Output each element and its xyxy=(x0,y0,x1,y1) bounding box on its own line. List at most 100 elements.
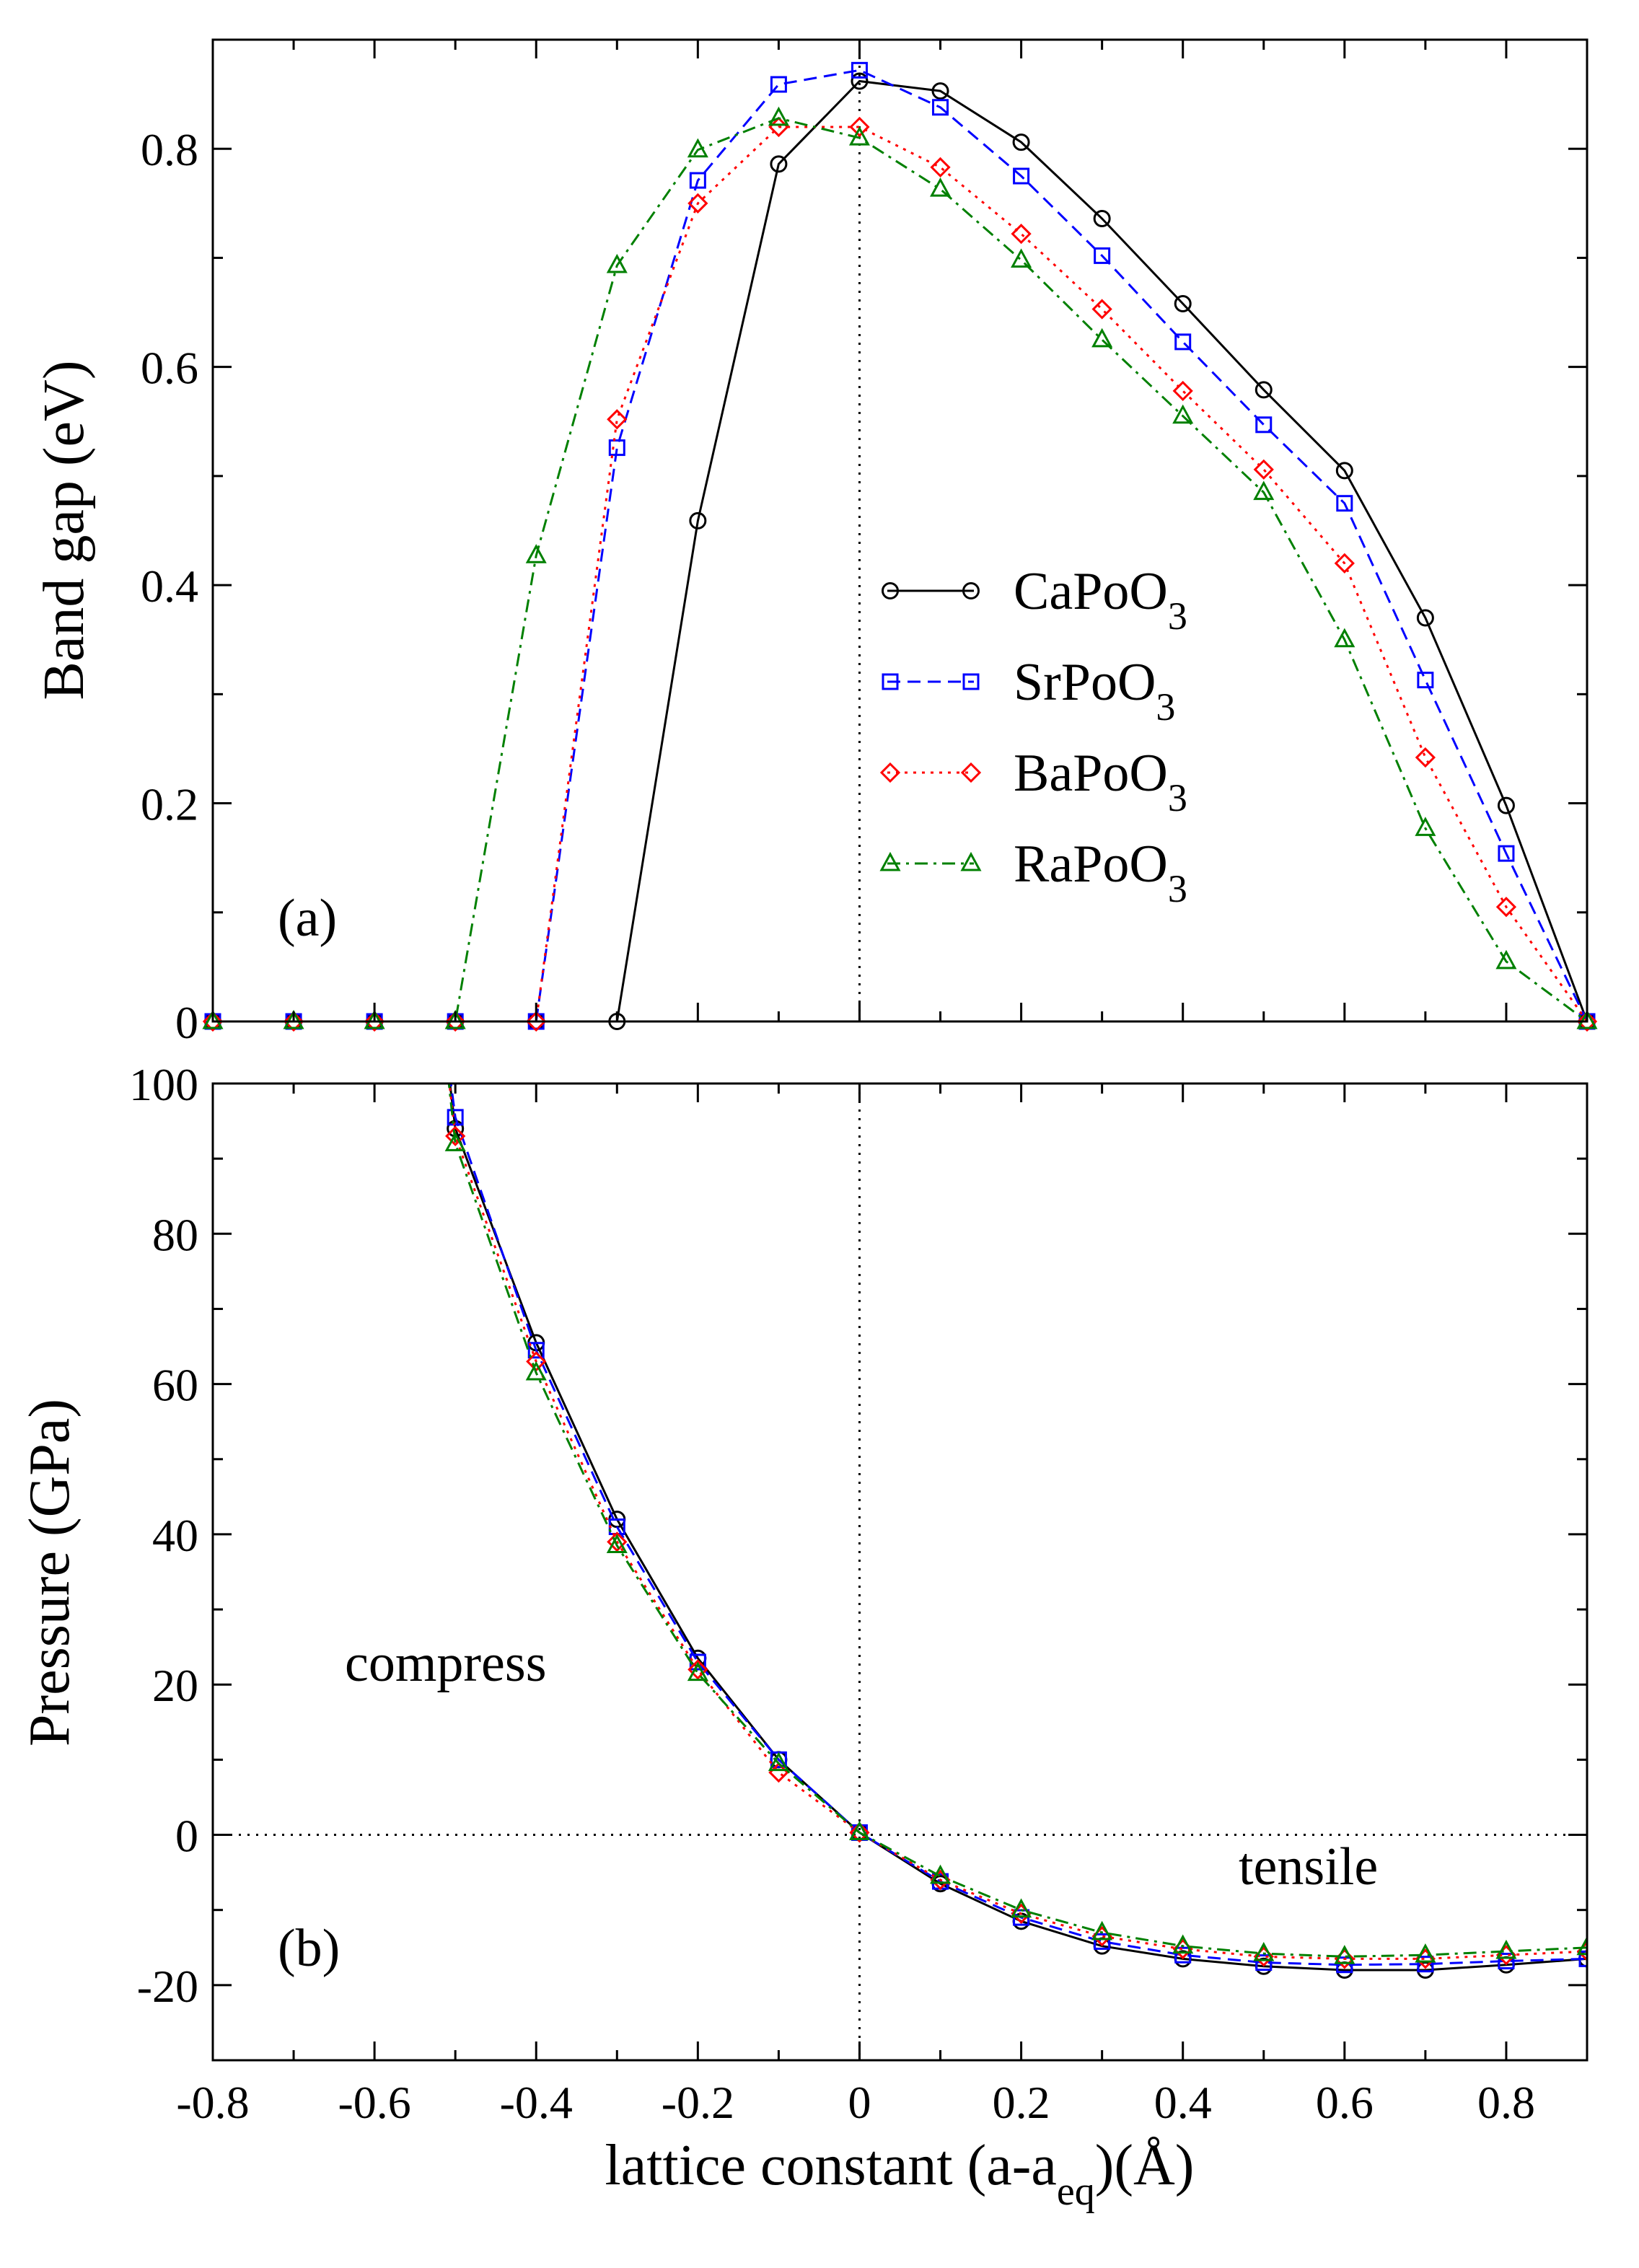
y-tick-label: 0.4 xyxy=(141,561,198,612)
y-tick-label: 0.8 xyxy=(141,124,198,175)
data-point xyxy=(1172,380,1193,402)
data-point xyxy=(687,138,708,158)
data-point xyxy=(608,439,625,457)
data-point xyxy=(526,1011,547,1032)
data-point xyxy=(1415,1943,1436,1963)
data-point xyxy=(1091,1920,1113,1940)
y-tick-label: 40 xyxy=(152,1510,198,1561)
data-point xyxy=(1334,1945,1355,1964)
data-point xyxy=(607,409,628,430)
data-point xyxy=(1091,299,1112,320)
series-srpoo3 xyxy=(447,1084,1587,1974)
x-tick-label: -0.6 xyxy=(338,2077,410,2128)
data-point xyxy=(525,1361,547,1381)
data-point xyxy=(1011,248,1032,268)
data-point xyxy=(606,253,628,273)
data-point xyxy=(1011,1898,1032,1918)
data-point xyxy=(770,155,788,173)
x-axis-label-tail: )(Å) xyxy=(1095,2134,1195,2197)
data-point xyxy=(1253,459,1274,480)
data-point xyxy=(1495,949,1517,970)
data-point xyxy=(202,1009,224,1029)
data-point xyxy=(1576,1935,1587,1956)
legend-item-bapoo3: BaPoO3 xyxy=(879,744,1187,819)
x-tick-label: -0.4 xyxy=(500,2077,573,2128)
data-point xyxy=(444,1132,466,1151)
data-point xyxy=(1416,609,1434,627)
data-point xyxy=(1415,817,1436,836)
legend-marker xyxy=(960,762,982,783)
y-tick-label: 80 xyxy=(152,1209,198,1260)
x-tick-label: -0.8 xyxy=(176,2077,249,2128)
data-point xyxy=(1417,1956,1434,1973)
legend-marker xyxy=(962,673,980,690)
data-point xyxy=(1336,1956,1353,1974)
data-point xyxy=(1172,404,1194,424)
data-point xyxy=(848,126,870,146)
data-point xyxy=(1012,133,1030,151)
y-tick-label: 60 xyxy=(152,1360,198,1411)
x-tick-label: 0.2 xyxy=(993,2077,1050,2128)
data-point xyxy=(1578,1950,1587,1967)
series-line xyxy=(213,126,1589,1023)
data-point xyxy=(1417,672,1434,689)
pressure-plot-frame xyxy=(211,1082,1589,2062)
data-point xyxy=(1495,1939,1517,1959)
data-point xyxy=(1255,1954,1273,1972)
data-point xyxy=(1254,381,1273,399)
pressure-y-axis-label: Pressure (GPa) xyxy=(18,1399,82,1746)
data-point xyxy=(1091,328,1113,348)
data-point xyxy=(687,1661,708,1682)
legend-item-rapoo3: RaPoO3 xyxy=(879,835,1187,910)
data-point xyxy=(1576,1009,1598,1029)
x-axis-label-main: lattice constant (a-a xyxy=(605,2134,1057,2197)
data-point xyxy=(1094,1933,1111,1950)
data-point xyxy=(1498,845,1515,862)
data-point xyxy=(1576,1011,1598,1032)
legend-label: SrPoO3 xyxy=(1014,653,1175,729)
data-point xyxy=(1253,1941,1275,1961)
y-tick-label: 0 xyxy=(175,1811,198,1862)
data-point xyxy=(364,1009,385,1029)
legend-label-main: RaPoO xyxy=(1014,835,1168,894)
data-point xyxy=(1253,480,1275,501)
compress-annotation: compress xyxy=(345,1634,547,1693)
data-point xyxy=(283,1009,304,1029)
data-point xyxy=(1011,224,1032,245)
y-tick-label: 0 xyxy=(175,997,198,1048)
x-axis-tick-labels: -0.8 -0.6 -0.4 -0.2 0 0.2 0.4 0.6 0.8 xyxy=(176,2077,1535,2128)
legend-item-capoo3: CaPoO3 xyxy=(882,562,1187,638)
data-point xyxy=(1495,897,1517,918)
legend-item-srpoo3: SrPoO3 xyxy=(882,653,1175,729)
data-point xyxy=(283,1011,304,1032)
y-tick-label: -20 xyxy=(137,1961,198,2012)
legend-marker xyxy=(882,673,899,690)
data-point xyxy=(445,1011,466,1032)
band-gap-axis-ticks: 0 0.2 0.4 0.6 0.8 xyxy=(141,38,1589,1048)
band-gap-y-axis-label: Band gap (eV) xyxy=(32,361,96,700)
band-gap-panel-label: (a) xyxy=(278,889,337,948)
data-point xyxy=(1172,1934,1194,1954)
data-point xyxy=(1336,495,1353,512)
band-gap-plot-frame xyxy=(211,38,1589,1023)
data-point xyxy=(1094,247,1111,264)
data-point xyxy=(607,1531,628,1552)
legend-label-subscript: 3 xyxy=(1156,685,1175,729)
x-tick-label: 0.4 xyxy=(1154,2077,1212,2128)
y-tick-label: 0.6 xyxy=(141,343,198,394)
data-point xyxy=(364,1011,385,1032)
data-point xyxy=(689,172,706,189)
legend-label-subscript: 3 xyxy=(1168,867,1187,910)
data-point xyxy=(768,1751,789,1772)
data-point xyxy=(851,72,869,90)
series-line xyxy=(447,1084,1587,1958)
legend-marker xyxy=(960,851,982,871)
series-line xyxy=(449,1084,1587,1972)
x-tick-label: 0.8 xyxy=(1477,2077,1535,2128)
data-point xyxy=(1255,416,1273,434)
series-line xyxy=(449,1084,1587,1966)
legend-marker xyxy=(882,582,899,599)
data-point xyxy=(606,1534,628,1554)
x-tick-label: -0.2 xyxy=(662,2077,734,2128)
